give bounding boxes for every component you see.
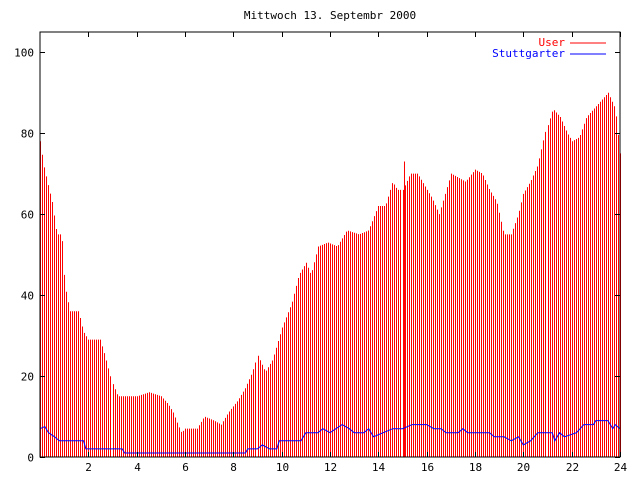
legend-stuttgarter-label: Stuttgarter (492, 47, 565, 60)
x-tick-label: 22 (566, 461, 579, 474)
y-tick-label: 80 (21, 128, 34, 141)
x-tick-label: 24 (614, 461, 628, 474)
x-tick-label: 12 (324, 461, 337, 474)
x-tick-label: 16 (421, 461, 434, 474)
y-tick-label: 20 (21, 371, 34, 384)
y-tick-label: 60 (21, 209, 34, 222)
y-axis-ticks: 0 20 40 60 80 100 (14, 47, 620, 465)
legend-user-label: User (539, 36, 566, 49)
x-tick-label: 20 (517, 461, 530, 474)
x-tick-label: 6 (182, 461, 189, 474)
x-tick-label: 2 (85, 461, 92, 474)
x-axis-ticks: 2 4 6 8 10 12 14 16 18 20 22 24 (85, 32, 627, 474)
x-tick-label: 4 (134, 461, 141, 474)
y-tick-label: 40 (21, 290, 34, 303)
legend: User Stuttgarter (492, 36, 606, 60)
x-tick-label: 8 (230, 461, 237, 474)
chart-title: Mittwoch 13. Septembr 2000 (244, 9, 416, 22)
x-tick-label: 18 (469, 461, 482, 474)
user-series (40, 92, 621, 457)
y-tick-label: 100 (14, 47, 34, 60)
y-tick-label: 0 (27, 452, 34, 465)
x-tick-label: 14 (372, 461, 386, 474)
stuttgarter-series-line (39, 420, 621, 454)
x-tick-label: 10 (276, 461, 289, 474)
